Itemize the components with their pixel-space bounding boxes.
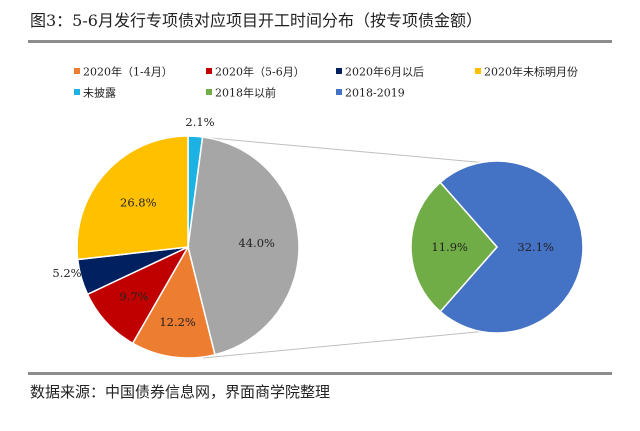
legend-swatch [336,89,342,95]
pie-slice [187,136,300,356]
main-pie [76,135,300,359]
legend-label: 2020年（5-6月） [215,65,305,79]
legend-label: 2020年未标明月份 [484,65,578,79]
legend-label: 2018年以前 [215,86,276,100]
slice-value-label: 9.7% [119,290,148,304]
connector-line [202,330,488,359]
pie-connector-lines [187,135,488,359]
secondary-slice [439,160,584,334]
legend-label: 未披露 [83,86,116,100]
legend-swatch [475,68,481,74]
slice-value-label: 2.1% [185,115,214,129]
pie-slice [76,135,189,261]
legend-swatch [206,89,212,95]
source-note: 数据来源：中国债券信息网，界面商学院整理 [30,383,331,401]
legend-label: 2020年6月以后 [345,65,424,79]
slice-value-label: 26.8% [120,196,157,210]
legend-swatch [336,68,342,74]
legend-swatch [74,89,80,95]
secondary-pie [410,160,584,334]
slice-value-label: 5.2% [52,266,81,280]
title-divider [28,40,612,43]
slice-value-label: 44.0% [238,236,275,250]
pie-slice [131,245,216,359]
chart-title: 图3：5-6月发行专项债对应项目开工时间分布（按专项债金额） [30,11,482,30]
slice-value-label: 12.2% [159,315,196,329]
secondary-value-label: 32.1% [517,240,554,254]
chart-legend: 2020年（1-4月） 2020年（5-6月） 2020年6月以后 2020年未标明月… [74,65,578,100]
legend-label: 2018-2019 [345,87,405,100]
secondary-value-label: 11.9% [431,240,468,254]
data-labels: 2.1% 44.0% 12.2% 9.7% 5.2% 26.8% 32.1% 11.9% [52,115,554,329]
secondary-slice [410,181,498,313]
legend-label: 2020年（1-4月） [83,65,173,79]
legend-swatch [74,68,80,74]
legend-swatch [206,68,212,74]
source-divider [28,372,612,375]
connector-line [187,135,488,164]
